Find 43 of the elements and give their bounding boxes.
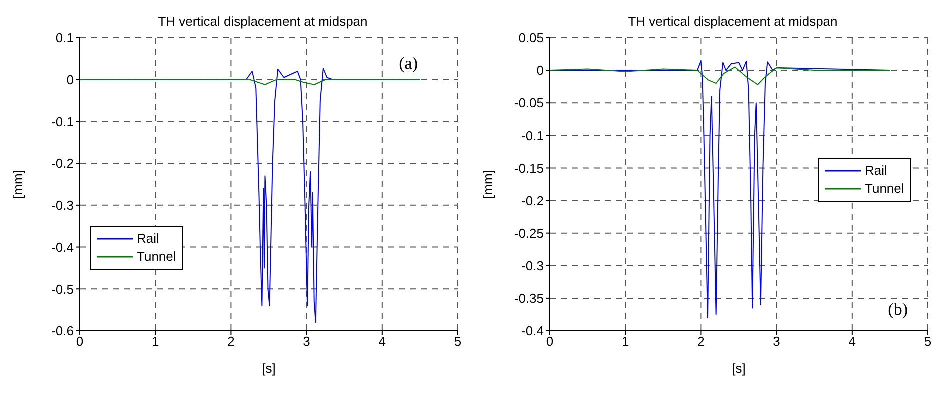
y-tick-label: -0.35 bbox=[514, 291, 544, 306]
x-tick-label: 3 bbox=[773, 334, 780, 350]
x-tick-label: 5 bbox=[924, 334, 932, 350]
line-series bbox=[550, 66, 891, 86]
legend-label: Tunnel bbox=[865, 180, 904, 198]
legend-label: Rail bbox=[137, 230, 160, 248]
legend-label: Rail bbox=[865, 162, 888, 180]
x-tick-label: 0 bbox=[76, 334, 84, 350]
x-tick-label: 4 bbox=[848, 334, 856, 350]
y-tick-label: -0.4 bbox=[522, 324, 544, 339]
y-tick-label: -0.3 bbox=[52, 198, 74, 214]
annotation: (b) bbox=[888, 300, 908, 320]
y-axis-title: [mm] bbox=[10, 170, 26, 199]
x-tick-label: 1 bbox=[152, 334, 160, 350]
x-tick-label: 2 bbox=[698, 334, 705, 350]
y-tick-label: -0.2 bbox=[52, 156, 74, 172]
y-tick-label: 0.1 bbox=[56, 30, 74, 46]
y-tick-label: -0.25 bbox=[514, 226, 544, 241]
legend-label: Tunnel bbox=[137, 248, 176, 266]
y-tick-label: -0.15 bbox=[514, 160, 544, 176]
annotation: (a) bbox=[399, 54, 418, 74]
y-tick-label: -0.1 bbox=[52, 114, 74, 130]
x-axis-title: [s] bbox=[262, 361, 276, 376]
y-tick-label: 0.05 bbox=[518, 30, 544, 46]
y-tick-label: -0.1 bbox=[522, 128, 544, 144]
x-axis-title: [s] bbox=[732, 361, 746, 376]
y-tick-label: -0.4 bbox=[52, 240, 74, 255]
x-tick-label: 2 bbox=[228, 334, 235, 350]
y-tick-label: -0.05 bbox=[514, 96, 544, 111]
y-axis-title: [mm] bbox=[480, 170, 496, 199]
y-tick-label: -0.5 bbox=[52, 282, 74, 297]
x-tick-label: 5 bbox=[454, 334, 462, 350]
x-tick-label: 1 bbox=[622, 334, 630, 350]
x-tick-label: 0 bbox=[546, 334, 554, 350]
y-tick-label: 0 bbox=[536, 63, 544, 78]
y-tick-label: -0.3 bbox=[522, 258, 544, 274]
chart-title: TH vertical displacement at midspan bbox=[627, 14, 839, 29]
y-tick-label: -0.6 bbox=[52, 324, 74, 339]
y-tick-label: -0.2 bbox=[522, 193, 544, 208]
x-tick-label: 3 bbox=[303, 334, 310, 350]
y-tick-label: 0 bbox=[66, 72, 74, 88]
x-tick-label: 4 bbox=[378, 334, 386, 350]
chart-title: TH vertical displacement at midspan bbox=[157, 14, 369, 29]
